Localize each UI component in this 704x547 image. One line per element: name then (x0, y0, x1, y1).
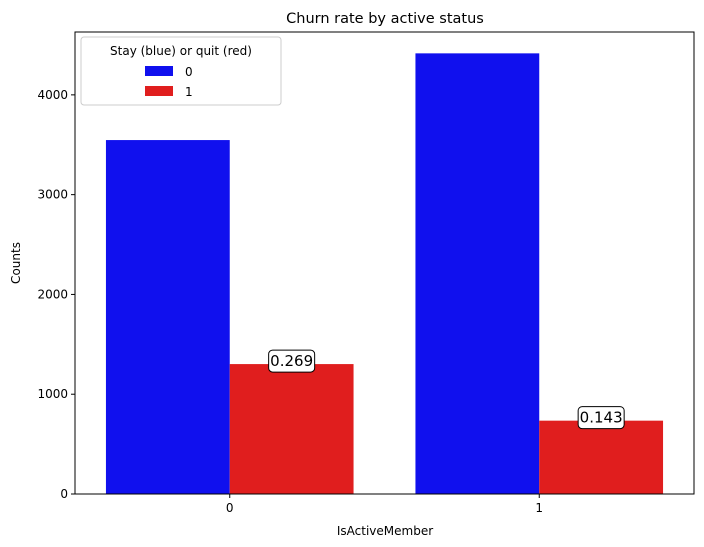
bar-series-1-cat-0 (229, 364, 354, 494)
chart-title: Churn rate by active status (286, 11, 484, 27)
y-tick-label: 2000 (37, 287, 68, 301)
bar-series-0-cat-1 (415, 53, 540, 494)
annotation-label: 0.143 (580, 409, 623, 427)
legend-title: Stay (blue) or quit (red) (110, 44, 252, 58)
legend: Stay (blue) or quit (red) 01 (80, 36, 282, 106)
legend-items: 01 (145, 65, 193, 99)
bar-series-1-cat-1 (539, 420, 664, 494)
annotation-box (268, 349, 316, 373)
bar-series-0-cat-0 (105, 140, 230, 494)
x-tick-label: 1 (535, 501, 543, 515)
x-axis-label: IsActiveMember (337, 524, 433, 538)
legend-swatch-1 (145, 86, 173, 96)
bars-layer (105, 53, 664, 494)
legend-box (80, 36, 282, 106)
plot-frame (74, 31, 695, 495)
y-axis: 0 1000 2000 3000 4000 (37, 88, 75, 501)
y-axis-label: Counts (9, 242, 23, 284)
annotation-label: 0.269 (270, 352, 313, 370)
legend-label-1: 1 (185, 85, 193, 99)
legend-label-0: 0 (185, 65, 193, 79)
annotation-box (577, 406, 625, 430)
annotations-layer: 0.269 0.143 (268, 349, 625, 430)
legend-swatch-0 (145, 66, 173, 76)
y-tick-label: 1000 (37, 387, 68, 401)
y-tick-label: 3000 (37, 188, 68, 202)
x-tick-label: 0 (226, 501, 234, 515)
y-tick-label: 0 (60, 487, 68, 501)
y-tick-label: 4000 (37, 88, 68, 102)
